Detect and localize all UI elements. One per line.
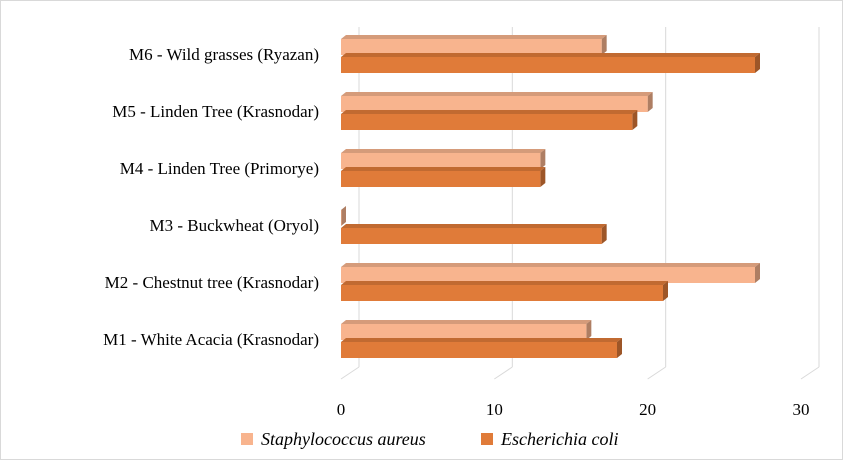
- legend-item: Staphylococcus aureus: [241, 429, 426, 449]
- bar-top-face: [341, 35, 607, 39]
- legend-swatch: [241, 433, 253, 445]
- bar: [341, 53, 760, 73]
- bar-top-face: [341, 167, 546, 171]
- bar-side-face: [617, 338, 622, 358]
- category-label: M5 - Linden Tree (Krasnodar): [112, 102, 319, 121]
- bar: [341, 320, 592, 340]
- bar: [341, 149, 546, 169]
- bar-top-face: [341, 263, 760, 267]
- bar-front-face: [341, 342, 617, 358]
- floor-gridline: [647, 366, 666, 380]
- category-label: M4 - Linden Tree (Primorye): [120, 159, 319, 178]
- legend-label: Escherichia coli: [500, 429, 618, 449]
- x-axis-ticks: 0 10 20 30: [337, 400, 810, 419]
- category-label: M6 - Wild grasses (Ryazan): [129, 45, 319, 64]
- bar: [341, 92, 653, 112]
- bar-top-face: [341, 320, 592, 324]
- bar-front-face: [341, 39, 602, 55]
- floor-gridline: [494, 366, 513, 380]
- bar-front-face: [341, 96, 648, 112]
- bar: [341, 224, 607, 244]
- bar-side-face: [755, 53, 760, 73]
- bar-front-face: [341, 57, 755, 73]
- bar-front-face: [341, 228, 602, 244]
- x-tick-label: 20: [639, 400, 656, 419]
- bar-side-face: [601, 224, 607, 244]
- legend: Staphylococcus aureus Escherichia coli: [241, 429, 618, 449]
- bar-side-face: [632, 110, 638, 130]
- bar-top-face: [341, 149, 546, 153]
- floor-gridline: [800, 366, 820, 380]
- bar-side-face: [540, 167, 546, 187]
- bar-front-face: [341, 114, 633, 130]
- category-label: M3 - Buckwheat (Oryol): [150, 216, 320, 235]
- legend-item: Escherichia coli: [481, 429, 618, 449]
- bar: [341, 281, 668, 301]
- x-tick-label: 30: [793, 400, 810, 419]
- bar-front-face: [341, 210, 342, 226]
- gridlines: [340, 27, 820, 380]
- bar-front-face: [341, 285, 663, 301]
- bar-side-face: [755, 263, 760, 283]
- bar-front-face: [341, 267, 755, 283]
- x-tick-label: 10: [486, 400, 503, 419]
- bar-top-face: [341, 110, 638, 114]
- bar: [341, 167, 546, 187]
- bar: [341, 263, 760, 283]
- x-tick-label: 0: [337, 400, 346, 419]
- bar-front-face: [341, 324, 587, 340]
- bar-top-face: [341, 281, 668, 285]
- category-labels: M1 - White Acacia (Krasnodar) M2 - Chestn…: [103, 45, 319, 349]
- bar-front-face: [341, 171, 541, 187]
- legend-swatch: [481, 433, 493, 445]
- bar-side-face: [601, 35, 607, 55]
- bar-side-face: [663, 281, 668, 301]
- bar: [341, 110, 638, 130]
- bar-side-face: [647, 92, 653, 112]
- bar-front-face: [341, 153, 541, 169]
- bar: [341, 206, 346, 226]
- category-label: M2 - Chestnut tree (Krasnodar): [105, 273, 319, 292]
- bar-side-face: [586, 320, 592, 340]
- bars: [341, 35, 760, 358]
- legend-label: Staphylococcus aureus: [261, 429, 426, 449]
- bar-top-face: [341, 92, 653, 96]
- bar-side-face: [540, 149, 546, 169]
- bar: [341, 338, 622, 358]
- bar-top-face: [341, 224, 607, 228]
- bar: [341, 35, 607, 55]
- category-label: M1 - White Acacia (Krasnodar): [103, 330, 319, 349]
- bar-top-face: [341, 338, 622, 342]
- bar-side-face: [341, 206, 346, 226]
- bar-top-face: [341, 53, 760, 57]
- floor-gridline: [340, 366, 360, 380]
